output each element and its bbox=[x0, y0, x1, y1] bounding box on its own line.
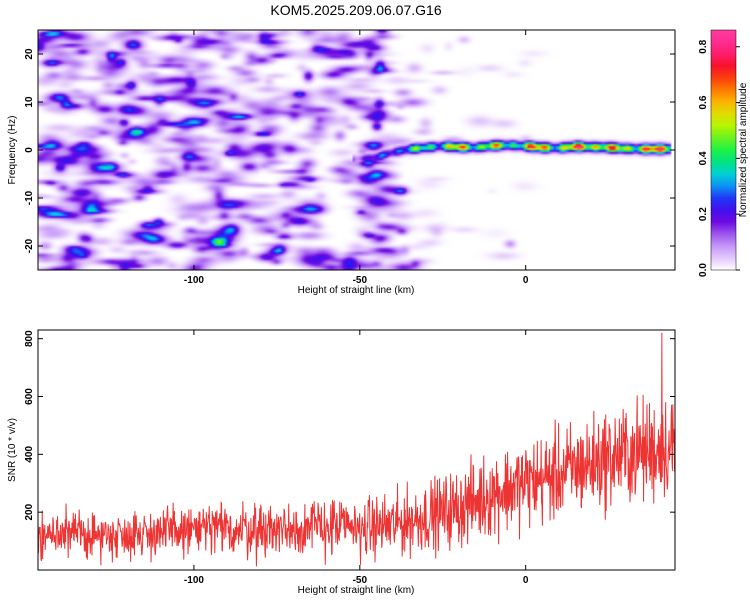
figure-title: KOM5.2025.209.06.07.G16 bbox=[270, 2, 441, 18]
snr-y-tick-label: 400 bbox=[24, 446, 35, 463]
spectrogram-y-tick-label: 10 bbox=[24, 96, 35, 108]
spectrogram-x-tick-label: -50 bbox=[353, 275, 368, 286]
snr-y-tick-label: 200 bbox=[24, 503, 35, 520]
snr-x-ticks: -100 -50 0 bbox=[184, 330, 529, 586]
snr-y-ticks: 200 400 600 800 bbox=[24, 330, 675, 521]
snr-frame bbox=[37, 329, 676, 571]
spectrogram-x-tick-label: 0 bbox=[523, 275, 529, 286]
snr-y-tick-label: 600 bbox=[24, 388, 35, 405]
colorbar-tick-label: 0.2 bbox=[698, 207, 709, 221]
spectrogram-y-tick-label: -10 bbox=[24, 190, 35, 205]
spectrogram-y-ticks: -20 -10 0 10 20 bbox=[24, 48, 675, 253]
colorbar-tick-label: 0.6 bbox=[698, 95, 709, 109]
snr-x-tick-label: 0 bbox=[523, 575, 529, 586]
snr-x-tick-label: -100 bbox=[184, 575, 204, 586]
snr-y-tick-label: 800 bbox=[24, 330, 35, 347]
snr-x-tick-label: -50 bbox=[353, 575, 368, 586]
snr-series-line bbox=[37, 332, 676, 567]
colorbar-tick-label: 0.8 bbox=[698, 39, 709, 53]
spectrogram-y-tick-label: 20 bbox=[24, 48, 35, 60]
colorbar-tick-label: 0.4 bbox=[698, 151, 709, 165]
colorbar: 0.0 0.2 0.4 0.6 0.8 Normalized spectral ampl… bbox=[698, 29, 749, 277]
snr-x-axis-label: Height of straight line (km) bbox=[298, 585, 415, 596]
snr-panel: -100 -50 0 200 400 600 800 Height of straight… bbox=[7, 329, 676, 596]
spectrogram-y-tick-label: -20 bbox=[24, 238, 35, 253]
spectrogram-x-tick-label: -100 bbox=[184, 275, 204, 286]
colorbar-label: Normalized spectral amplitude bbox=[738, 82, 749, 217]
colorbar-tick-label: 0.0 bbox=[698, 263, 709, 277]
spectrogram-x-ticks: -100 -50 0 bbox=[184, 30, 529, 286]
colorbar-ticks: 0.0 0.2 0.4 0.6 0.8 bbox=[698, 39, 740, 277]
spectrogram-x-axis-label: Height of straight line (km) bbox=[298, 285, 415, 296]
spectrogram-y-axis-label: Frequency (Hz) bbox=[7, 116, 18, 185]
colorbar-gradient bbox=[710, 29, 737, 271]
spectrogram-y-tick-label: 0 bbox=[24, 147, 35, 153]
snr-y-axis-label: SNR (10 * v/v) bbox=[7, 418, 18, 482]
spectrogram-heatmap bbox=[38, 30, 675, 270]
